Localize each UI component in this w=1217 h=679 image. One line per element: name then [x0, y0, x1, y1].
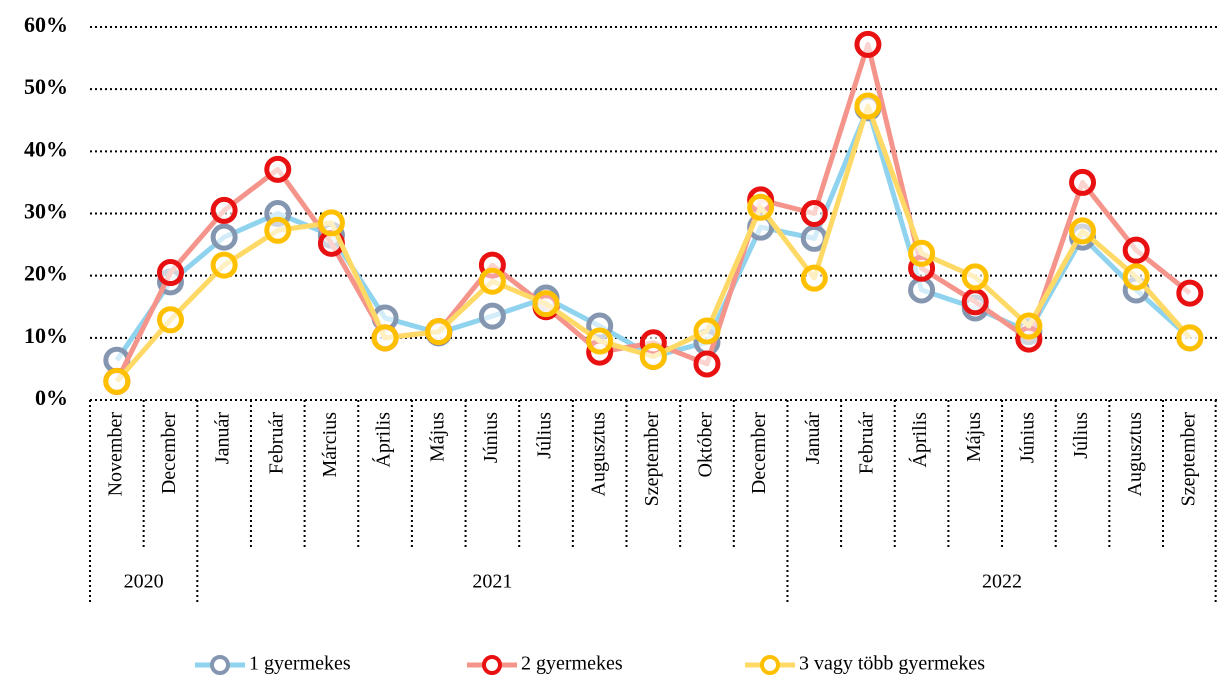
data-point [1015, 312, 1043, 340]
data-point [1176, 324, 1204, 352]
data-point [854, 92, 882, 120]
x-tick-label: Szeptember [1177, 412, 1199, 507]
data-point [693, 350, 721, 378]
data-point [425, 318, 453, 346]
x-tick-label: November [104, 412, 126, 497]
data-point [1069, 168, 1097, 196]
legend-label: 1 gyermekes [249, 653, 351, 675]
x-tick-label: Augusztus [587, 412, 609, 497]
x-tick-label: Augusztus [1124, 412, 1146, 497]
x-tick-label: Március [319, 412, 341, 478]
data-point [961, 263, 989, 291]
data-point [800, 200, 828, 227]
data-point [156, 306, 184, 334]
legend-label: 3 vagy több gyermekes [799, 653, 985, 675]
data-point [264, 216, 292, 244]
group-label: 2021 [472, 571, 512, 593]
x-tick-label: Június [1016, 412, 1038, 463]
data-point [210, 223, 238, 251]
data-point [210, 196, 238, 224]
legend-marker [210, 655, 230, 675]
group-label: 2020 [124, 571, 164, 593]
x-tick-label: Április [908, 412, 931, 468]
x-tick-label: Április [372, 412, 395, 468]
data-point [854, 30, 882, 58]
data-point [478, 302, 506, 330]
x-tick-label: Július [534, 412, 556, 459]
data-point [371, 324, 399, 352]
data-point [693, 317, 721, 345]
x-tick-label: Február [265, 412, 287, 475]
x-tick-label: Január [802, 412, 824, 465]
x-tick-label: Január [212, 412, 234, 465]
data-point [103, 367, 131, 395]
data-point [317, 209, 345, 237]
x-tick-label: Július [1070, 412, 1092, 459]
data-point [961, 288, 989, 316]
data-point [264, 155, 292, 183]
legend-marker [760, 655, 780, 675]
legend-label: 2 gyermekes [521, 653, 623, 675]
data-point [1176, 279, 1204, 307]
data-point [586, 327, 614, 355]
y-tick-label: 10% [24, 323, 68, 348]
data-point [908, 239, 936, 267]
y-tick-label: 20% [24, 261, 68, 286]
data-point [908, 276, 936, 304]
x-tick-label: Október [695, 412, 717, 478]
x-tick-label: Szeptember [641, 412, 663, 507]
y-tick-label: 50% [24, 74, 68, 99]
data-point [210, 251, 238, 279]
x-tick-label: Február [856, 412, 878, 475]
data-point [747, 193, 775, 221]
legend-marker [482, 655, 502, 675]
x-tick-label: Május [426, 412, 448, 462]
group-label: 2022 [982, 571, 1022, 593]
y-tick-label: 60% [24, 12, 68, 37]
x-tick-label: December [748, 412, 770, 495]
y-tick-label: 30% [24, 199, 68, 224]
x-tick-label: Június [480, 412, 502, 463]
x-tick-label: Május [963, 412, 985, 462]
y-tick-label: 0% [35, 385, 68, 410]
data-point [1122, 263, 1150, 291]
y-tick-label: 40% [24, 136, 68, 161]
data-point [478, 267, 506, 295]
data-point [800, 264, 828, 292]
data-point [639, 342, 667, 370]
x-tick-label: December [158, 412, 180, 495]
data-point [156, 259, 184, 287]
data-point [532, 290, 560, 318]
data-point [1122, 236, 1150, 264]
data-point [1069, 217, 1097, 245]
